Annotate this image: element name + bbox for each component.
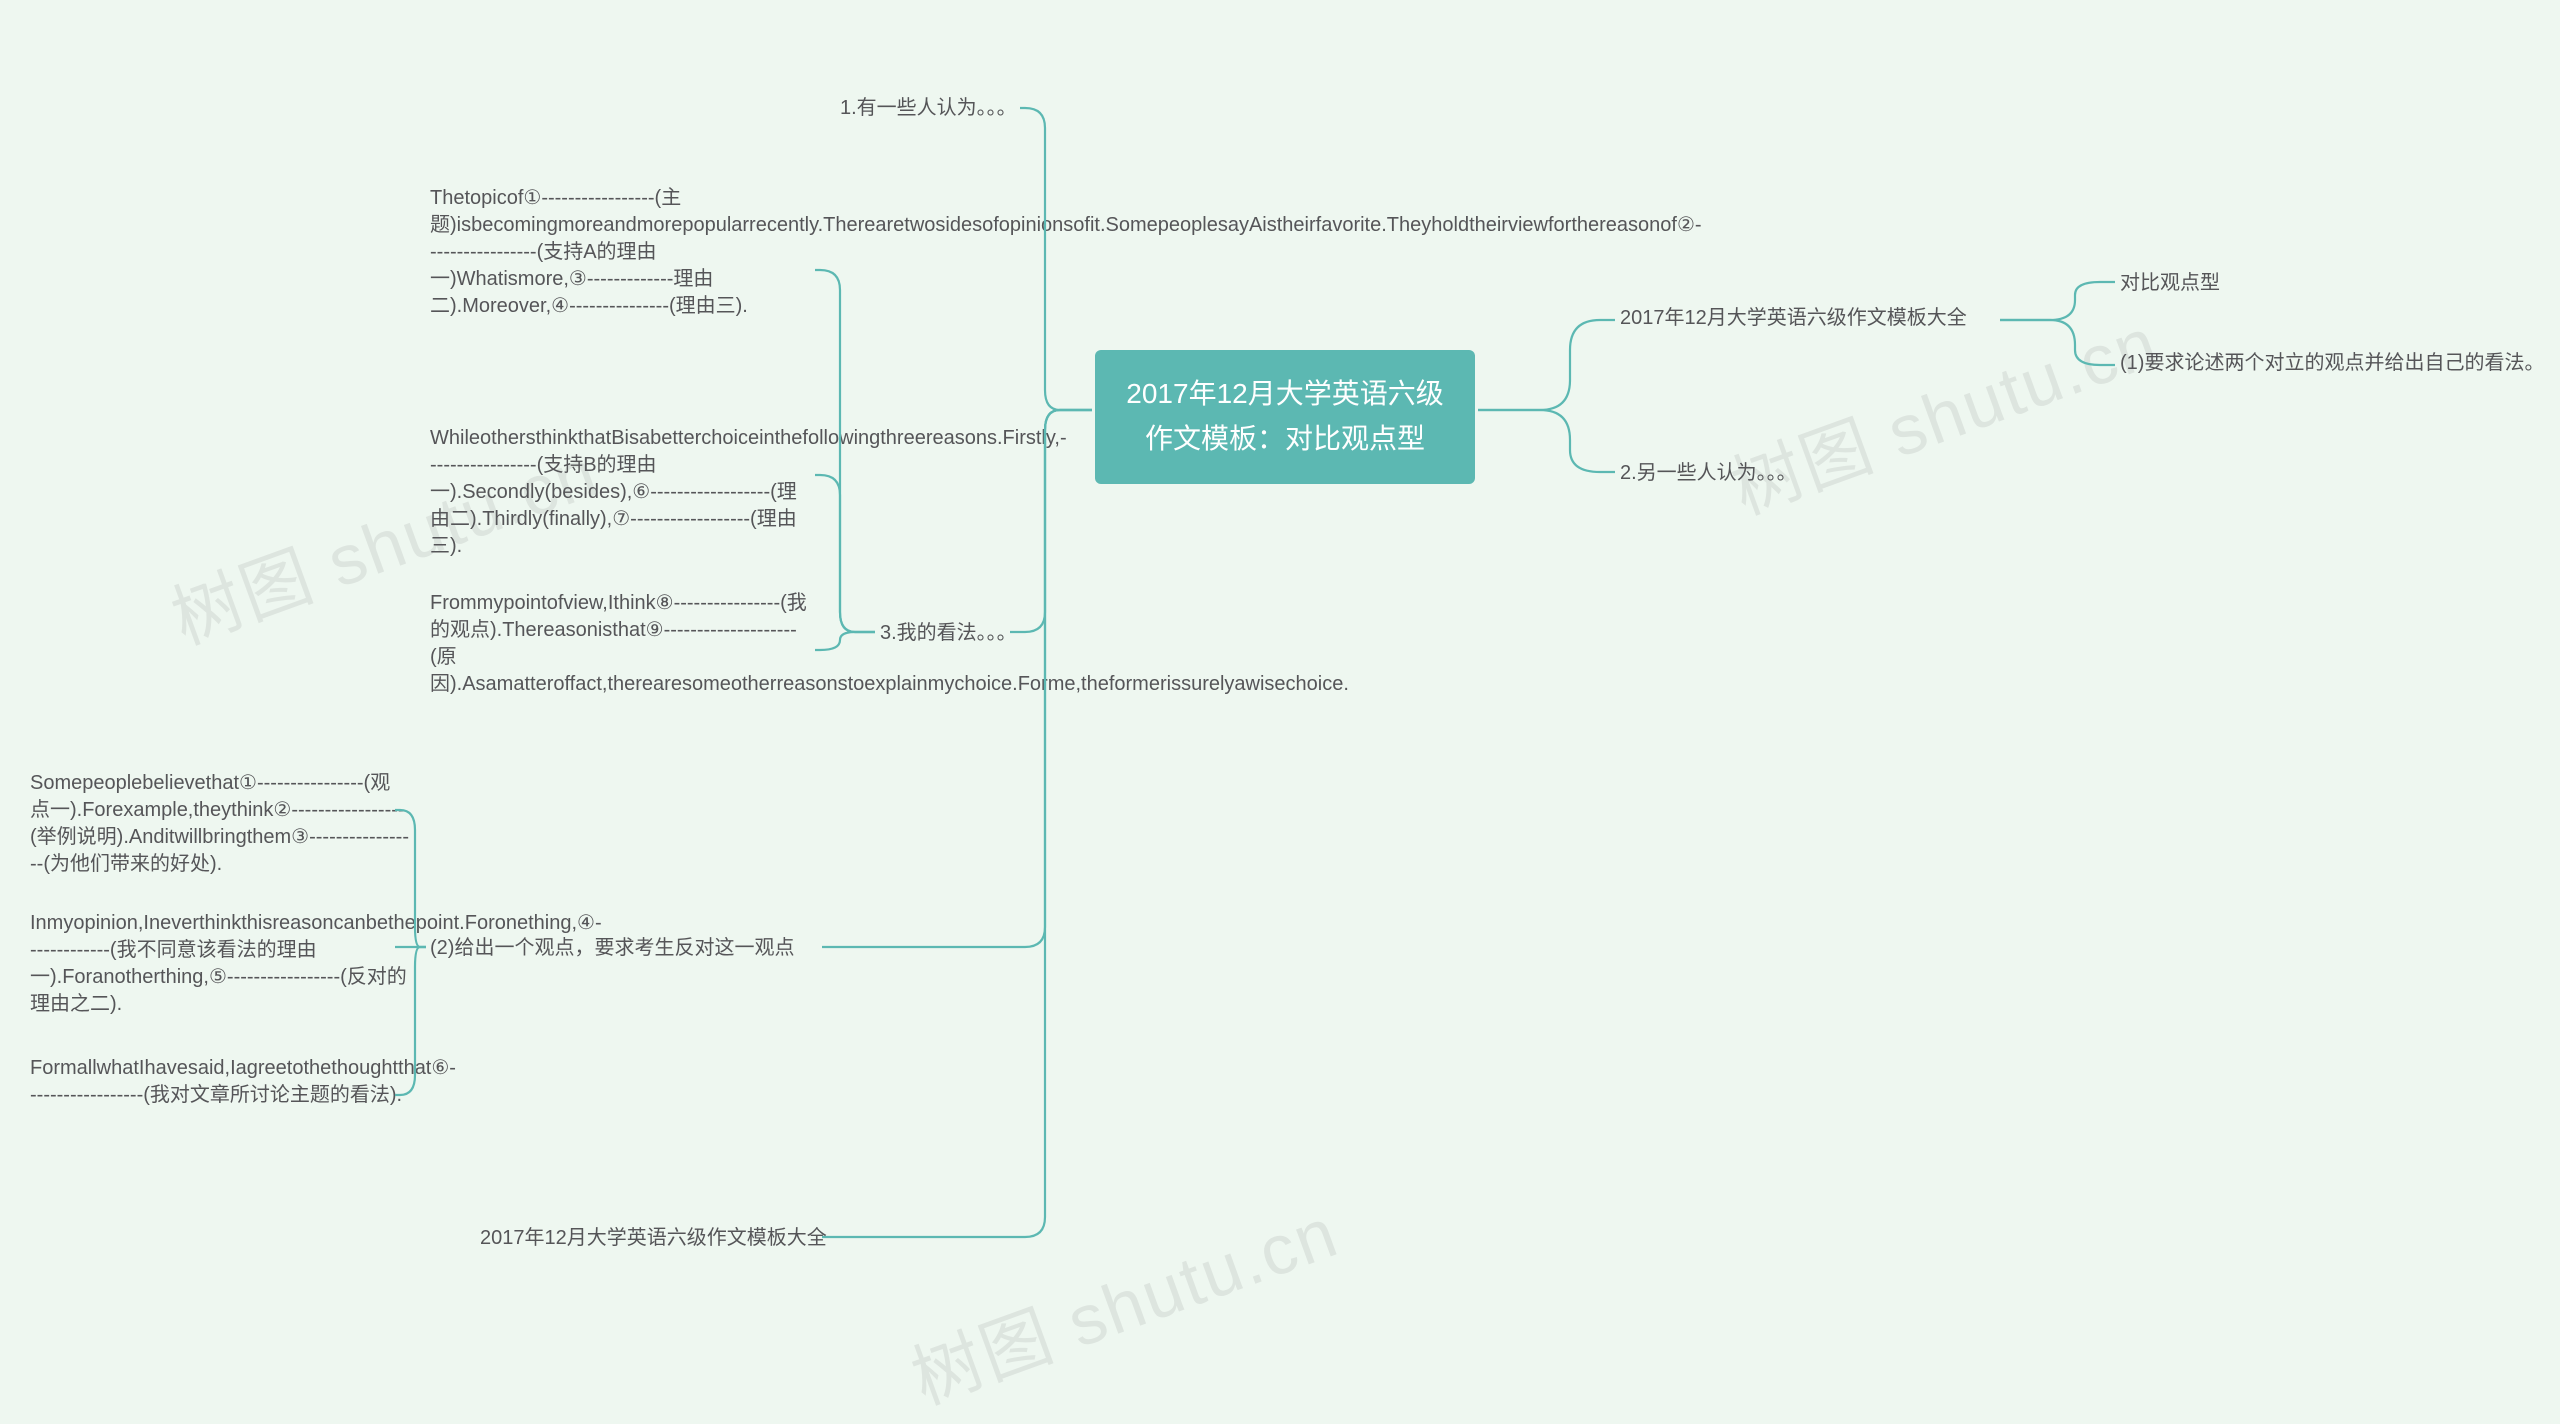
left-leaf-2a: Thetopicof①-----------------(主题)isbecomi… <box>430 185 810 320</box>
left-leaf-3b: Inmyopinion,Ineverthinkthisreasoncanbeth… <box>30 910 410 1018</box>
right-branch-1: 2017年12月大学英语六级作文模板大全 <box>1620 305 2000 332</box>
right-branch-2: 2.另一些人认为。。。 <box>1620 460 1797 487</box>
right-leaf-1b: (1)要求论述两个对立的观点并给出自己的看法。 <box>2120 350 2550 377</box>
left-branch-2: 3.我的看法。。。 <box>880 620 1017 647</box>
left-leaf-2c: Frommypointofview,Ithink⑧---------------… <box>430 590 810 698</box>
left-leaf-3a: Somepeoplebelievethat①----------------(观… <box>30 770 410 878</box>
left-leaf-2b: WhileothersthinkthatBisabetterchoiceinth… <box>430 425 810 560</box>
left-branch-3: (2)给出一个观点，要求考生反对这一观点 <box>430 935 820 962</box>
left-branch-1: 1.有一些人认为。。。 <box>840 95 1017 122</box>
root-node: 2017年12月大学英语六级 作文模板：对比观点型 <box>1095 350 1475 484</box>
watermark: 树图 shutu.cn <box>896 1177 1350 1424</box>
left-branch-4: 2017年12月大学英语六级作文模板大全 <box>480 1225 827 1252</box>
root-line2: 作文模板：对比观点型 <box>1145 423 1425 454</box>
right-leaf-1a: 对比观点型 <box>2120 270 2220 297</box>
left-leaf-3c: FormallwhatIhavesaid,Iagreetothethoughtt… <box>30 1055 410 1109</box>
root-line1: 2017年12月大学英语六级 <box>1126 378 1443 409</box>
